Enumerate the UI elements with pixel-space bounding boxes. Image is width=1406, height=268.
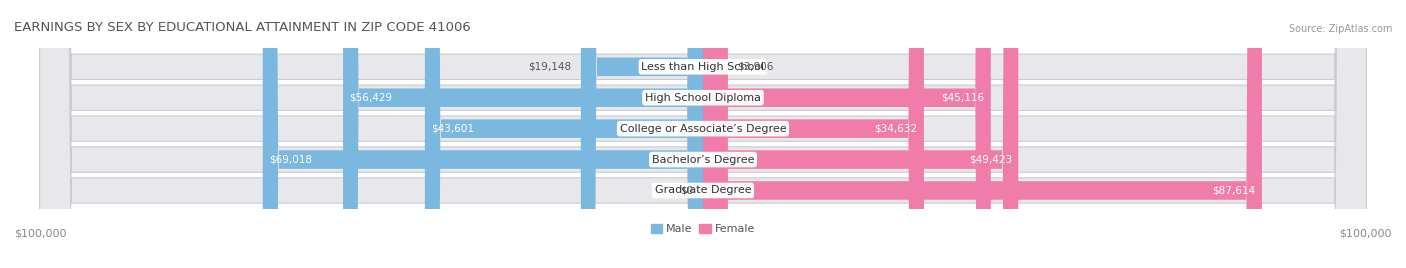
FancyBboxPatch shape (39, 0, 1367, 268)
Text: $49,423: $49,423 (969, 155, 1012, 165)
Text: $43,601: $43,601 (432, 124, 474, 134)
Text: $34,632: $34,632 (875, 124, 918, 134)
Text: $100,000: $100,000 (14, 229, 66, 239)
FancyBboxPatch shape (263, 0, 703, 268)
FancyBboxPatch shape (703, 0, 1263, 268)
Text: Less than High School: Less than High School (641, 62, 765, 72)
Text: $87,614: $87,614 (1212, 185, 1256, 195)
Text: $100,000: $100,000 (1340, 229, 1392, 239)
FancyBboxPatch shape (703, 0, 991, 268)
Text: EARNINGS BY SEX BY EDUCATIONAL ATTAINMENT IN ZIP CODE 41006: EARNINGS BY SEX BY EDUCATIONAL ATTAINMEN… (14, 21, 471, 34)
FancyBboxPatch shape (703, 0, 728, 268)
Text: $19,148: $19,148 (529, 62, 571, 72)
FancyBboxPatch shape (581, 0, 703, 268)
FancyBboxPatch shape (39, 0, 1367, 268)
Text: $56,429: $56,429 (350, 93, 392, 103)
Text: College or Associate’s Degree: College or Associate’s Degree (620, 124, 786, 134)
FancyBboxPatch shape (343, 0, 703, 268)
Text: Graduate Degree: Graduate Degree (655, 185, 751, 195)
Text: $3,906: $3,906 (738, 62, 773, 72)
FancyBboxPatch shape (39, 0, 1367, 268)
Text: $69,018: $69,018 (269, 155, 312, 165)
FancyBboxPatch shape (39, 0, 1367, 268)
Text: Source: ZipAtlas.com: Source: ZipAtlas.com (1288, 24, 1392, 34)
Text: $45,116: $45,116 (941, 93, 984, 103)
FancyBboxPatch shape (703, 0, 1018, 268)
FancyBboxPatch shape (39, 0, 1367, 268)
Text: $0: $0 (681, 185, 693, 195)
Text: Bachelor’s Degree: Bachelor’s Degree (652, 155, 754, 165)
Legend: Male, Female: Male, Female (647, 220, 759, 239)
FancyBboxPatch shape (703, 0, 924, 268)
Text: High School Diploma: High School Diploma (645, 93, 761, 103)
FancyBboxPatch shape (425, 0, 703, 268)
